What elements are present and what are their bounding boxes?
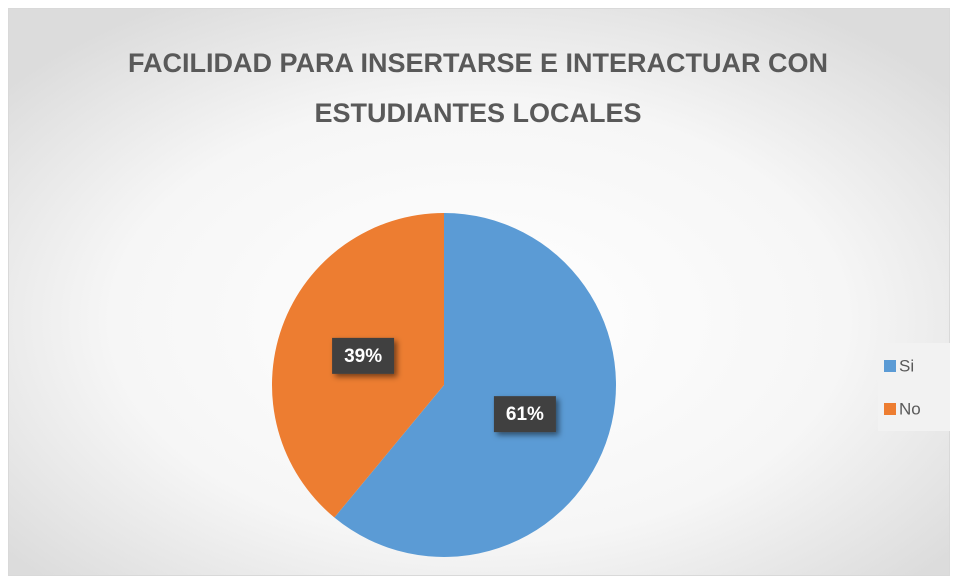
chart-title: FACILIDAD PARA INSERTARSE E INTERACTUAR … [127, 48, 828, 128]
legend-swatch [884, 403, 896, 415]
data-label: 39% [344, 346, 382, 367]
legend: Si No [884, 356, 921, 418]
pie-slice [334, 213, 616, 557]
legend-box [878, 343, 950, 431]
pie [272, 213, 616, 557]
legend-label: Si [899, 356, 914, 375]
legend-label: No [899, 399, 921, 418]
data-label: 61% [506, 404, 544, 425]
data-label-box [332, 337, 395, 374]
data-label-box [493, 396, 556, 433]
data-labels: 61% 39% [332, 337, 556, 433]
legend-swatch [884, 360, 896, 372]
